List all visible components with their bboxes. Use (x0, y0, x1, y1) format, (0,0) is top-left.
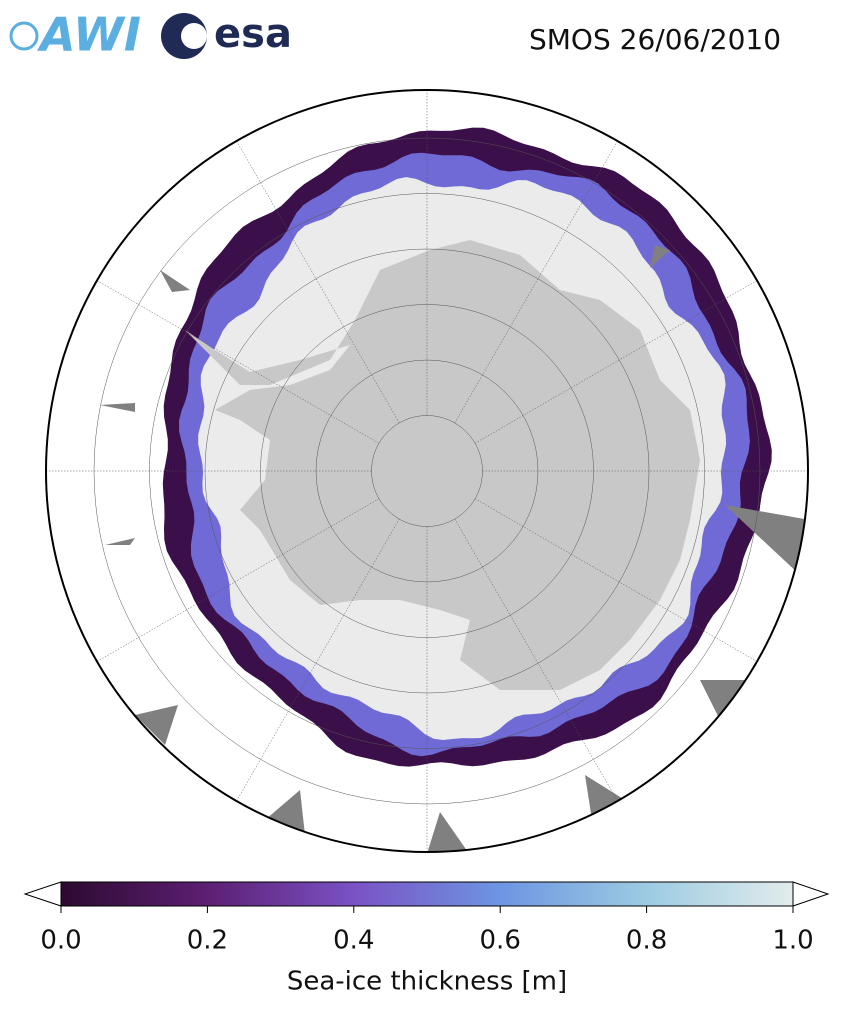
colorbar (23, 881, 830, 913)
meridian (226, 124, 400, 424)
land (100, 245, 808, 852)
antarctica (185, 240, 700, 690)
colorbar-extend-high (792, 881, 830, 907)
meridian (80, 498, 380, 672)
esa-logo: esa (161, 11, 292, 59)
colorbar-ramp (60, 881, 794, 907)
awi-logo: AWI (9, 8, 141, 62)
colorbar-extend-low (23, 881, 62, 907)
colorbar-tick-label: 0.0 (40, 926, 81, 956)
meridian (474, 498, 774, 672)
map-title: SMOS 26/06/2010 (529, 23, 781, 56)
meridian (454, 518, 628, 818)
colorbar-tick-label: 1.0 (772, 926, 813, 956)
colorbar-tick-label: 0.6 (480, 926, 521, 956)
colorbar-tick-label: 0.4 (333, 926, 374, 956)
graticule (46, 90, 808, 852)
awi-logo-text: AWI (37, 8, 141, 62)
map-frame (45, 89, 809, 853)
colorbar-tick-label: 0.2 (187, 926, 228, 956)
esa-logo-text: esa (214, 11, 292, 57)
meridian (454, 124, 628, 424)
colorbar-label: Sea-ice thickness [m] (287, 967, 567, 997)
meridian (226, 518, 400, 818)
map (46, 90, 808, 852)
meridian (80, 270, 380, 444)
colorbar-tick-label: 0.8 (626, 926, 667, 956)
meridian (474, 270, 774, 444)
